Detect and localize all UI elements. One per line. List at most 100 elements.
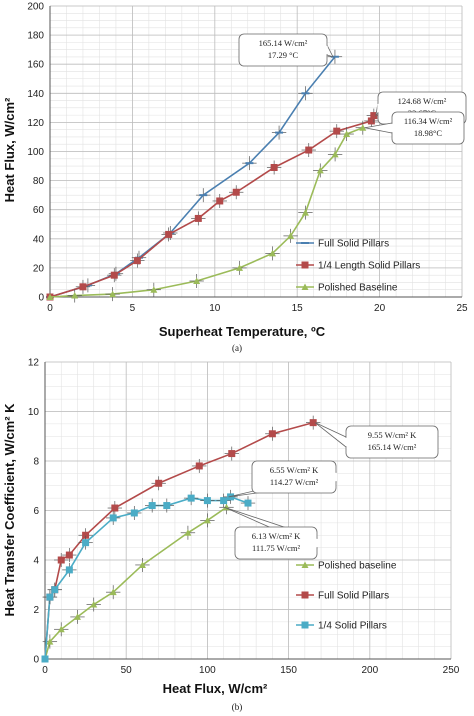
data-point xyxy=(195,462,203,470)
callout-pointer xyxy=(314,422,347,448)
data-point xyxy=(184,529,192,536)
chart-a-caption: (a) xyxy=(232,343,242,353)
data-point xyxy=(287,232,295,239)
data-point xyxy=(316,166,324,174)
data-point xyxy=(270,164,278,172)
callout-text: 165.14 W/cm² xyxy=(259,38,308,48)
series-line xyxy=(49,56,336,298)
data-point xyxy=(194,214,202,222)
x-tick-label: 200 xyxy=(361,665,378,676)
data-point xyxy=(203,516,211,524)
data-point xyxy=(41,655,49,663)
data-point xyxy=(359,124,367,131)
series-line xyxy=(44,506,227,660)
data-point xyxy=(203,497,211,505)
y-tick-label: 0 xyxy=(33,655,39,666)
data-point xyxy=(82,539,90,547)
callout-text: 9.55 W/cm² K xyxy=(368,430,417,440)
chart-a: 0 5 10 15 20 25 0 20 40 60 80 100 120 140 160 180 200 Fu… xyxy=(2,2,468,354)
y-tick-label: 100 xyxy=(27,147,44,158)
data-point xyxy=(57,556,65,564)
chart-b-grid xyxy=(44,361,452,660)
data-point xyxy=(216,197,224,205)
data-point xyxy=(244,499,252,507)
data-point xyxy=(187,494,195,502)
series-line xyxy=(44,496,249,660)
data-point xyxy=(232,188,240,196)
data-point xyxy=(73,613,81,620)
y-tick-label: 2 xyxy=(33,605,39,616)
data-point xyxy=(90,601,98,608)
x-tick-label: 0 xyxy=(47,303,53,314)
x-tick-label: 50 xyxy=(121,665,133,676)
data-point xyxy=(71,292,79,299)
legend-label: Polished Baseline xyxy=(318,283,398,294)
y-tick-label: 6 xyxy=(33,506,39,517)
y-tick-label: 10 xyxy=(28,407,40,418)
callout-text: 18.98°C xyxy=(414,128,443,138)
data-point xyxy=(228,450,236,458)
data-point xyxy=(46,293,54,300)
data-point xyxy=(331,150,339,158)
chart-b-legend: Polished baseline Full Solid Pillars 1/4 S… xyxy=(296,561,397,632)
chart-b-series xyxy=(41,415,321,663)
data-point xyxy=(236,264,244,271)
y-tick-label: 12 xyxy=(28,358,40,369)
chart-a-axes xyxy=(49,6,462,298)
data-point xyxy=(109,514,117,522)
chart-a-grid xyxy=(49,5,463,298)
x-tick-label: 100 xyxy=(199,665,216,676)
legend-label: Full Solid Pillars xyxy=(318,591,389,602)
data-point xyxy=(57,625,65,633)
chart-b-ticks: 0 50 100 150 200 250 0 2 4 6 8 10 12 xyxy=(28,358,460,677)
callout-text: 124.68 W/cm² xyxy=(398,96,447,106)
y-tick-label: 0 xyxy=(38,293,44,304)
data-point xyxy=(130,509,138,517)
legend-swatch-marker xyxy=(301,621,309,629)
x-tick-label: 0 xyxy=(42,665,48,676)
y-tick-label: 20 xyxy=(33,263,45,274)
callout-text: 114.27 W/cm² xyxy=(270,477,319,487)
data-point xyxy=(150,286,158,293)
callout-text: 17.29 °C xyxy=(268,50,299,60)
legend-swatch-marker xyxy=(301,283,309,290)
y-tick-label: 4 xyxy=(33,556,39,567)
y-tick-label: 40 xyxy=(33,234,45,245)
data-point xyxy=(65,566,73,574)
data-point xyxy=(110,271,118,279)
data-point xyxy=(51,586,59,594)
chart-b-ylabel: Heat Transfer Coefficient, W/cm² K xyxy=(2,403,17,617)
y-tick-label: 200 xyxy=(27,2,44,13)
data-point xyxy=(333,127,341,135)
y-tick-label: 8 xyxy=(33,457,39,468)
data-point xyxy=(138,561,146,568)
callout-pointer xyxy=(364,122,393,134)
y-tick-label: 160 xyxy=(27,60,44,71)
data-point xyxy=(109,290,117,298)
data-point xyxy=(268,430,276,438)
callout-text: 116.34 W/cm² xyxy=(404,116,453,126)
callout-text: 165.14 W/cm² xyxy=(368,442,417,452)
data-point xyxy=(155,479,163,487)
chart-b-caption: (b) xyxy=(232,702,243,712)
data-point xyxy=(220,497,228,505)
legend-label: 1/4 Solid Pillars xyxy=(318,621,387,632)
y-tick-label: 120 xyxy=(27,118,44,129)
data-point xyxy=(343,130,351,138)
legend-swatch-marker xyxy=(301,591,309,599)
data-point xyxy=(309,419,317,427)
data-point xyxy=(301,209,309,216)
data-point xyxy=(305,146,313,154)
legend-swatch-marker xyxy=(301,261,309,269)
data-point xyxy=(46,638,54,645)
chart-a-series xyxy=(46,49,382,303)
x-tick-label: 250 xyxy=(443,665,460,676)
data-point xyxy=(370,112,378,120)
chart-b-axes xyxy=(44,362,451,660)
x-tick-label: 5 xyxy=(130,303,136,314)
data-point xyxy=(165,230,173,238)
data-point xyxy=(193,277,201,284)
y-tick-label: 140 xyxy=(27,89,44,100)
